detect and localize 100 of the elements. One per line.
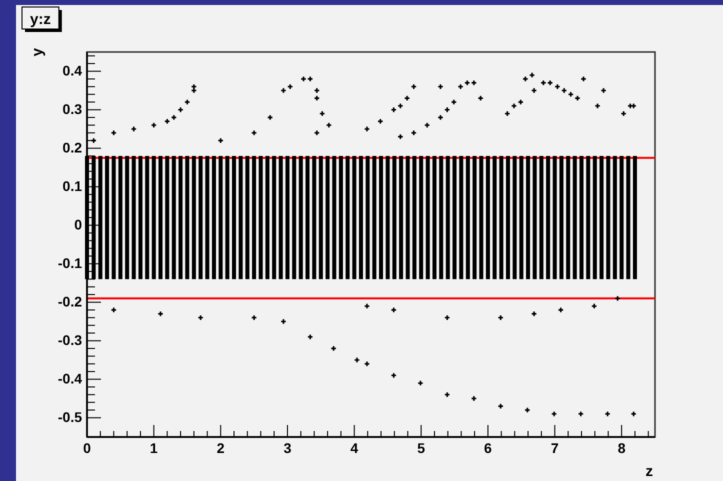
point	[631, 412, 636, 416]
point	[288, 84, 292, 89]
point	[111, 130, 116, 136]
point	[314, 96, 320, 101]
point	[398, 104, 403, 108]
y-tick-label: -0.1	[58, 255, 82, 272]
x-tick-label: 5	[417, 440, 426, 456]
point	[164, 118, 170, 124]
y-tick-label: 0.1	[62, 178, 82, 194]
point	[281, 88, 286, 93]
y-tick-label: 0.4	[62, 62, 82, 79]
point	[458, 84, 463, 89]
point	[308, 334, 313, 340]
point	[595, 104, 600, 108]
point	[498, 404, 503, 409]
point	[621, 111, 626, 116]
point	[111, 308, 116, 312]
point	[364, 362, 370, 366]
point	[518, 100, 524, 104]
point	[631, 104, 636, 108]
x-tick-label: 1	[150, 440, 158, 456]
point	[444, 107, 450, 112]
point	[548, 80, 552, 86]
point	[575, 96, 580, 101]
point	[541, 80, 546, 86]
point	[131, 126, 136, 132]
point	[464, 80, 470, 86]
x-tick-label: 6	[484, 440, 492, 456]
x-tick-label: 4	[350, 440, 358, 456]
point	[568, 92, 574, 97]
point	[152, 122, 156, 128]
point	[391, 373, 396, 378]
point	[192, 88, 196, 93]
point	[615, 296, 620, 301]
point	[555, 84, 560, 89]
point	[391, 308, 396, 312]
point	[578, 412, 584, 416]
point	[532, 311, 536, 316]
x-tick-label: 3	[284, 440, 292, 456]
point	[523, 76, 528, 82]
point	[601, 88, 606, 93]
point	[218, 138, 223, 143]
point	[184, 100, 190, 104]
point	[404, 96, 410, 101]
point	[438, 84, 443, 89]
point	[178, 107, 183, 112]
point	[198, 315, 203, 320]
x-tick-label: 7	[550, 440, 559, 456]
point	[581, 76, 586, 82]
point	[364, 304, 370, 308]
point	[558, 308, 564, 312]
x-tick-label: 8	[618, 440, 626, 456]
point	[438, 115, 443, 120]
x-axis-title: z	[646, 463, 653, 480]
point	[444, 315, 450, 320]
y-tick-label: -0.2	[58, 294, 82, 310]
point	[411, 84, 416, 89]
point	[592, 304, 597, 308]
point	[314, 88, 320, 93]
point	[391, 107, 396, 112]
point	[364, 126, 370, 132]
point	[530, 72, 534, 78]
point	[314, 130, 320, 136]
point	[331, 346, 336, 351]
point	[378, 118, 383, 124]
point	[252, 130, 256, 136]
point	[452, 100, 456, 104]
point	[172, 115, 176, 120]
point	[512, 104, 516, 108]
point	[320, 111, 325, 116]
point	[354, 358, 360, 362]
point	[326, 122, 332, 128]
y-tick-label: -0.4	[58, 370, 82, 387]
chart-title: y:z	[30, 11, 51, 28]
point	[252, 315, 256, 320]
point	[472, 80, 476, 86]
point	[478, 96, 483, 101]
point	[301, 76, 306, 82]
point	[562, 88, 566, 93]
point	[308, 76, 313, 82]
y-axis-title: y	[29, 47, 46, 56]
point	[444, 392, 450, 397]
y-tick-label: 0.2	[62, 140, 82, 156]
y-tick-label: 0	[74, 216, 82, 233]
point	[552, 412, 556, 416]
point	[268, 115, 272, 120]
point	[398, 134, 403, 140]
point	[192, 84, 196, 89]
point	[525, 408, 530, 412]
point	[411, 130, 416, 136]
point	[504, 111, 510, 116]
point	[472, 396, 476, 401]
x-tick-label: 2	[216, 440, 225, 456]
y-tick-label: -0.3	[58, 332, 82, 348]
y-tick-label: 0.3	[62, 101, 82, 118]
y-tick-label: -0.5	[58, 409, 82, 426]
point	[424, 122, 430, 128]
point	[158, 311, 163, 316]
point	[605, 412, 610, 416]
point	[498, 315, 503, 320]
